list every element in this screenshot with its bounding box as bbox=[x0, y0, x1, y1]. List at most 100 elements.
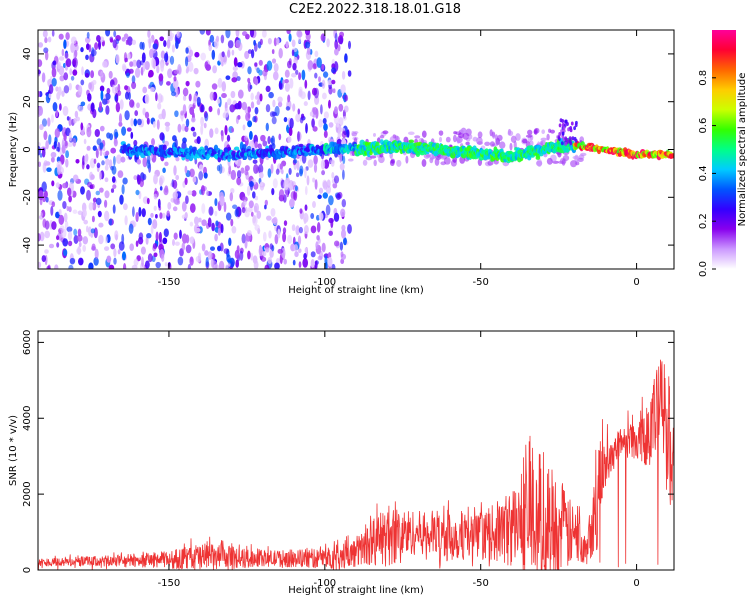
noise-speckle bbox=[142, 156, 148, 168]
noise-speckle bbox=[249, 30, 255, 38]
noise-speckle bbox=[70, 75, 75, 81]
noise-speckle bbox=[323, 123, 328, 131]
noise-speckle bbox=[114, 230, 119, 241]
trace-point bbox=[671, 154, 674, 159]
noise-speckle bbox=[184, 165, 188, 174]
noise-speckle bbox=[95, 190, 101, 196]
noise-speckle bbox=[285, 106, 291, 111]
noise-speckle bbox=[68, 132, 72, 142]
noise-speckle bbox=[347, 70, 352, 77]
noise-speckle bbox=[268, 230, 272, 239]
noise-speckle bbox=[321, 79, 326, 89]
noise-speckle bbox=[62, 105, 69, 116]
noise-speckle bbox=[125, 39, 129, 46]
noise-speckle bbox=[235, 259, 239, 268]
noise-speckle bbox=[234, 102, 241, 110]
noise-speckle bbox=[443, 157, 451, 165]
noise-speckle bbox=[296, 160, 300, 171]
noise-speckle bbox=[205, 256, 209, 268]
noise-speckle bbox=[292, 62, 297, 71]
noise-speckle bbox=[231, 127, 235, 133]
noise-speckle bbox=[96, 162, 101, 169]
noise-speckle bbox=[234, 249, 240, 260]
noise-speckle bbox=[163, 228, 169, 238]
noise-speckle bbox=[110, 188, 115, 193]
noise-speckle bbox=[224, 107, 229, 118]
noise-speckle bbox=[294, 185, 298, 192]
noise-speckle bbox=[72, 174, 79, 182]
noise-speckle bbox=[328, 195, 334, 206]
noise-speckle bbox=[133, 175, 138, 181]
noise-speckle bbox=[205, 64, 212, 71]
noise-speckle bbox=[262, 69, 268, 77]
noise-speckle bbox=[312, 63, 317, 70]
x-axis-label: Height of straight line (km) bbox=[288, 585, 424, 596]
noise-speckle bbox=[106, 132, 111, 139]
noise-speckle bbox=[379, 135, 385, 139]
noise-speckle bbox=[164, 185, 169, 193]
noise-speckle bbox=[247, 120, 253, 128]
noise-speckle bbox=[200, 116, 205, 127]
noise-speckle bbox=[93, 158, 97, 164]
trace-point bbox=[419, 151, 425, 156]
noise-speckle bbox=[55, 109, 59, 118]
noise-speckle bbox=[457, 136, 461, 144]
noise-speckle bbox=[282, 79, 285, 85]
noise-speckle bbox=[492, 132, 496, 139]
noise-speckle bbox=[136, 118, 142, 126]
noise-speckle bbox=[264, 199, 268, 206]
noise-speckle bbox=[321, 92, 327, 100]
noise-speckle bbox=[75, 159, 80, 164]
noise-speckle bbox=[61, 144, 66, 154]
noise-speckle bbox=[298, 35, 302, 44]
noise-speckle bbox=[333, 240, 340, 247]
noise-speckle bbox=[63, 72, 69, 81]
noise-speckle bbox=[299, 208, 303, 214]
noise-speckle bbox=[185, 195, 189, 205]
noise-speckle bbox=[231, 49, 235, 56]
noise-speckle bbox=[262, 140, 268, 147]
noise-speckle bbox=[205, 30, 211, 36]
noise-speckle bbox=[69, 257, 76, 265]
noise-speckle bbox=[310, 251, 316, 258]
y-tick-label: 2000 bbox=[22, 481, 33, 506]
noise-speckle bbox=[462, 132, 470, 140]
noise-speckle bbox=[221, 81, 227, 92]
noise-speckle bbox=[115, 102, 121, 113]
noise-speckle bbox=[97, 40, 102, 50]
noise-speckle bbox=[104, 210, 110, 222]
noise-speckle bbox=[157, 198, 161, 209]
noise-speckle bbox=[68, 264, 74, 269]
noise-speckle bbox=[307, 159, 314, 168]
noise-speckle bbox=[217, 245, 222, 252]
noise-speckle bbox=[39, 153, 43, 158]
noise-speckle bbox=[87, 92, 92, 102]
noise-speckle bbox=[311, 118, 315, 128]
noise-speckle bbox=[86, 43, 90, 50]
noise-speckle bbox=[224, 124, 228, 136]
noise-speckle bbox=[38, 142, 41, 147]
noise-speckle bbox=[90, 228, 96, 234]
noise-speckle bbox=[293, 244, 299, 252]
noise-speckle bbox=[86, 145, 91, 151]
snr-frame bbox=[37, 330, 675, 571]
noise-speckle bbox=[39, 124, 44, 131]
trace-point bbox=[564, 136, 568, 141]
noise-speckle bbox=[269, 243, 274, 250]
noise-speckle bbox=[181, 214, 187, 220]
noise-speckle bbox=[141, 256, 144, 267]
noise-speckle bbox=[204, 112, 209, 122]
noise-speckle bbox=[331, 172, 335, 179]
noise-speckle bbox=[110, 243, 116, 250]
noise-speckle bbox=[189, 168, 195, 178]
noise-speckle bbox=[187, 61, 194, 72]
noise-speckle bbox=[247, 81, 252, 92]
noise-speckle bbox=[181, 242, 186, 251]
trace-point bbox=[566, 122, 569, 126]
noise-speckle bbox=[153, 252, 158, 258]
noise-speckle bbox=[162, 167, 166, 174]
noise-speckle bbox=[249, 130, 253, 140]
noise-speckle bbox=[340, 258, 345, 265]
noise-speckle bbox=[211, 83, 218, 90]
noise-speckle bbox=[207, 217, 212, 228]
